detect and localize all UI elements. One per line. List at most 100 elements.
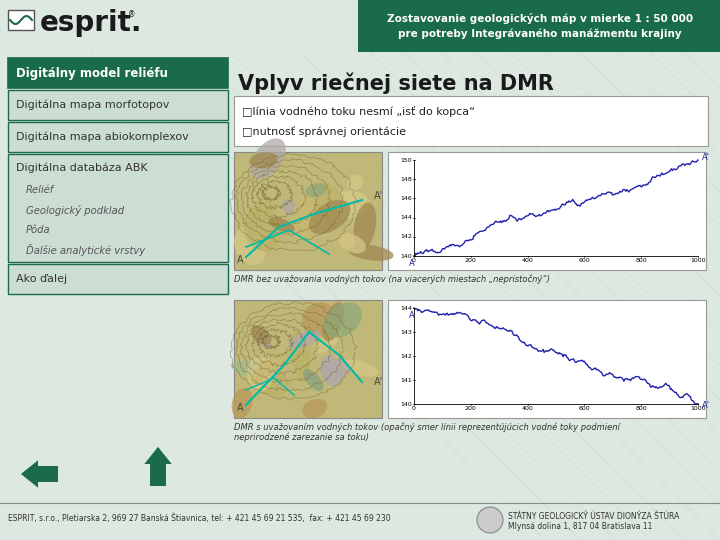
Text: Ďalšie analytické vrstvy: Ďalšie analytické vrstvy [26,244,145,256]
Text: 1000: 1000 [690,258,706,263]
Ellipse shape [248,366,289,396]
Ellipse shape [320,191,369,219]
Text: Digitálna mapa abiokomplexov: Digitálna mapa abiokomplexov [16,132,189,142]
Ellipse shape [316,329,341,353]
Ellipse shape [288,330,321,348]
FancyBboxPatch shape [234,96,708,146]
Text: 150: 150 [400,158,412,163]
Text: 400: 400 [522,406,534,411]
Ellipse shape [232,388,253,419]
FancyBboxPatch shape [8,264,228,294]
Text: 0: 0 [412,258,416,263]
Ellipse shape [258,329,271,349]
Ellipse shape [323,302,344,341]
Ellipse shape [251,138,286,179]
Text: ®: ® [128,10,135,19]
Text: 400: 400 [522,258,534,263]
Text: 142: 142 [400,234,412,239]
Text: Zostavovanie geologických máp v mierke 1 : 50 000
pre potreby Integrávaného maná: Zostavovanie geologických máp v mierke 1… [387,13,693,39]
Ellipse shape [234,227,266,265]
Ellipse shape [247,357,274,392]
Ellipse shape [249,152,278,168]
Text: Geologický podklad: Geologický podklad [26,205,124,215]
Text: Vplyv riečnej siete na DMR: Vplyv riečnej siete na DMR [238,72,554,93]
Text: DMR bez uvažovania vodných tokov (na viacerých miestach „nepristočný“): DMR bez uvažovania vodných tokov (na via… [234,274,550,284]
Text: Reliéf: Reliéf [26,185,54,195]
FancyBboxPatch shape [8,154,228,262]
Text: 146: 146 [400,196,412,201]
Ellipse shape [282,199,300,216]
Ellipse shape [269,217,294,233]
Text: A': A' [374,191,382,201]
Text: esprit.: esprit. [40,9,143,37]
Text: Digitálny model reliéfu: Digitálny model reliéfu [16,66,168,79]
Ellipse shape [332,232,354,251]
Ellipse shape [320,355,343,387]
Text: 141: 141 [400,377,412,382]
Ellipse shape [342,360,378,376]
Text: Pôda: Pôda [26,225,50,235]
Text: 600: 600 [579,258,590,263]
Text: 140: 140 [400,402,412,407]
Text: A': A' [374,377,382,387]
Text: 140: 140 [400,253,412,259]
FancyBboxPatch shape [234,300,382,418]
Text: □nutnosť správnej orientácie: □nutnosť správnej orientácie [242,126,406,138]
Text: 143: 143 [400,329,412,334]
Text: A: A [237,403,243,413]
FancyBboxPatch shape [388,152,706,270]
FancyArrow shape [144,447,171,486]
Text: 200: 200 [465,258,477,263]
Text: A: A [409,259,415,268]
FancyBboxPatch shape [8,90,228,120]
Ellipse shape [302,399,328,418]
Text: A: A [409,311,415,320]
Text: STÁTNY GEOLOGICKÝ ÚSTAV DIONÝZA ŠTÚRA
Mlynsá dolina 1, 817 04 Bratislava 11: STÁTNY GEOLOGICKÝ ÚSTAV DIONÝZA ŠTÚRA Ml… [508,512,680,531]
Ellipse shape [320,359,350,381]
Ellipse shape [305,183,326,197]
Ellipse shape [291,195,318,240]
Text: A': A' [702,153,710,163]
Ellipse shape [323,302,362,338]
Ellipse shape [303,369,324,392]
Ellipse shape [251,325,271,345]
Text: ESPRIT, s.r.o., Pletiarska 2, 969 27 Banská Štiavnica, tel: + 421 45 69 21 535, : ESPRIT, s.r.o., Pletiarska 2, 969 27 Ban… [8,513,391,523]
Ellipse shape [251,352,284,384]
FancyBboxPatch shape [358,0,720,52]
FancyArrow shape [21,460,58,488]
Text: 800: 800 [635,258,647,263]
Ellipse shape [249,201,276,221]
FancyBboxPatch shape [8,58,228,88]
Ellipse shape [309,200,351,234]
Text: DMR s uvažovaním vodných tokov (opačný smer línii reprezentújúcich vodné toky po: DMR s uvažovaním vodných tokov (opačný s… [234,422,620,442]
Text: 800: 800 [635,406,647,411]
Ellipse shape [347,175,364,191]
Text: A: A [237,255,243,265]
Ellipse shape [302,302,337,336]
Ellipse shape [312,183,348,226]
Text: Digitálna databáza ABK: Digitálna databáza ABK [16,163,148,173]
FancyBboxPatch shape [8,10,34,30]
Ellipse shape [354,202,377,250]
Text: 600: 600 [579,406,590,411]
Text: 200: 200 [465,406,477,411]
Text: 144: 144 [400,215,412,220]
Ellipse shape [348,245,394,261]
Text: 0: 0 [412,406,416,411]
Ellipse shape [334,190,356,223]
FancyBboxPatch shape [8,122,228,152]
FancyBboxPatch shape [388,300,706,418]
Text: Ako ďalej: Ako ďalej [16,274,67,284]
FancyBboxPatch shape [234,152,382,270]
Text: 148: 148 [400,177,412,181]
Text: 1000: 1000 [690,406,706,411]
Text: □línia vodného toku nesmí „isť do kopca“: □línia vodného toku nesmí „isť do kopca“ [242,106,475,118]
Text: A': A' [702,401,710,410]
Ellipse shape [338,233,366,253]
Ellipse shape [231,361,276,379]
Circle shape [477,507,503,533]
Ellipse shape [290,330,310,383]
Text: Digitálna mapa morfotopov: Digitálna mapa morfotopov [16,100,169,110]
FancyBboxPatch shape [0,0,358,52]
Text: 142: 142 [400,354,412,359]
